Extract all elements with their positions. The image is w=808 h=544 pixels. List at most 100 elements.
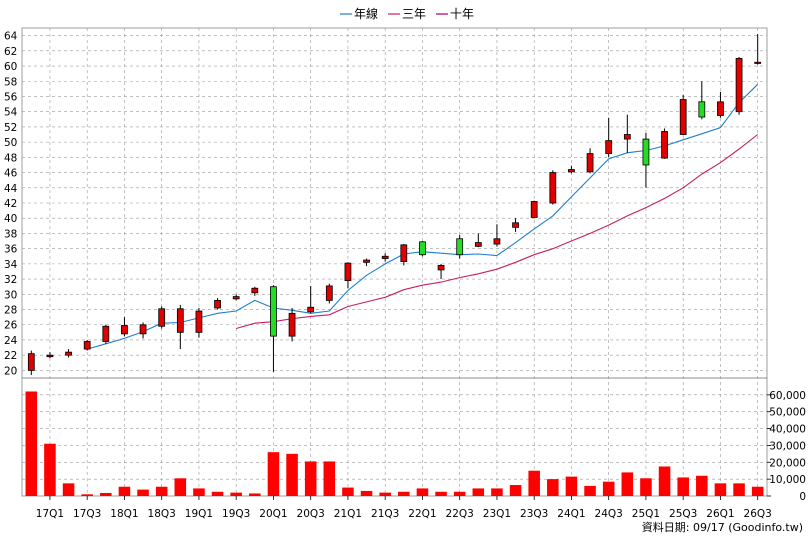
price-tick-label: 46 bbox=[4, 168, 18, 180]
price-tick-label: 22 bbox=[4, 350, 17, 362]
x-tick-label: 23Q3 bbox=[520, 508, 548, 520]
volume-bar bbox=[509, 485, 522, 496]
volume-bar bbox=[640, 478, 652, 496]
volume-tick-label: 50,000 bbox=[769, 407, 806, 419]
legend-label-2: 十年 bbox=[450, 7, 474, 21]
candle-body bbox=[139, 324, 147, 335]
price-tick-label: 48 bbox=[4, 152, 17, 164]
volume-panel-frame bbox=[21, 377, 768, 497]
volume-tick-label: 40,000 bbox=[769, 424, 806, 436]
volume-tick-label: 10,000 bbox=[769, 474, 806, 486]
volume-bar bbox=[267, 452, 280, 496]
candle-body bbox=[530, 201, 538, 218]
x-tick-label: 26Q3 bbox=[744, 508, 772, 520]
volume-bar bbox=[621, 472, 634, 496]
volume-bar bbox=[174, 478, 187, 496]
volume-bar bbox=[81, 494, 93, 496]
candle-body bbox=[46, 354, 54, 358]
candle-body bbox=[251, 287, 259, 294]
volume-bar bbox=[137, 489, 149, 496]
volume-bar bbox=[360, 490, 373, 496]
volume-bar bbox=[398, 491, 410, 496]
candle-body bbox=[325, 285, 333, 301]
volume-bar bbox=[211, 491, 224, 496]
price-tick-label: 56 bbox=[4, 91, 18, 103]
candle-body bbox=[512, 222, 519, 228]
volume-bar bbox=[118, 486, 131, 496]
price-tick-label: 34 bbox=[4, 259, 18, 271]
x-tick-label: 24Q1 bbox=[557, 508, 585, 520]
candle-body bbox=[642, 138, 650, 166]
volume-bar bbox=[658, 466, 671, 496]
volume-bar bbox=[714, 483, 727, 496]
candle-body bbox=[307, 306, 315, 313]
volume-bar bbox=[584, 485, 596, 496]
candle-body bbox=[679, 99, 687, 135]
volume-bar bbox=[751, 486, 764, 496]
volume-bar bbox=[379, 492, 391, 496]
legend-label-1: 三年 bbox=[402, 7, 426, 21]
candle-body bbox=[735, 58, 743, 113]
price-grid: 20 22 24 26 28 30 32 34 36 38 40 42 44 46 48 50 52 54 56 58… bbox=[4, 27, 768, 496]
x-tick-label: 21Q3 bbox=[371, 508, 399, 520]
candle-body bbox=[83, 341, 91, 350]
candle-body bbox=[363, 259, 370, 263]
price-tick-label: 28 bbox=[4, 305, 17, 317]
candle-body bbox=[176, 308, 184, 333]
candle-body bbox=[456, 238, 464, 256]
x-tick-label: 20Q1 bbox=[259, 508, 287, 520]
x-tick-label: 26Q1 bbox=[706, 508, 734, 520]
x-tick-label: 19Q1 bbox=[185, 508, 213, 520]
volume-bar bbox=[342, 487, 354, 496]
price-tick-label: 64 bbox=[4, 31, 18, 43]
price-tick-label: 32 bbox=[4, 274, 17, 286]
candle-body bbox=[717, 101, 724, 116]
volume-bar bbox=[677, 477, 689, 496]
footer-source: 資料日期: 09/17 (Goodinfo.tw) bbox=[642, 520, 803, 534]
candle-body bbox=[549, 172, 557, 204]
volume-bar bbox=[193, 488, 205, 496]
volume-bar bbox=[528, 470, 540, 496]
volume-tick-label: 30,000 bbox=[769, 440, 806, 452]
volume-bar bbox=[100, 492, 112, 496]
price-tick-label: 60 bbox=[4, 61, 17, 73]
volume-tick-label: 0 bbox=[799, 491, 806, 503]
price-tick-label: 24 bbox=[4, 335, 18, 347]
x-tick-label: 23Q1 bbox=[483, 508, 511, 520]
volume-bar bbox=[44, 443, 56, 496]
x-tick-label: 19Q3 bbox=[222, 508, 250, 520]
volume-grid: 0 10,000 20,000 30,000 40,000 50,000 60,000 bbox=[21, 377, 806, 503]
candle-body bbox=[493, 238, 501, 245]
price-tick-label: 62 bbox=[4, 46, 17, 58]
candle-body bbox=[195, 310, 203, 333]
volume-bar bbox=[565, 476, 578, 496]
candle-body bbox=[121, 325, 128, 335]
candle-body bbox=[605, 140, 613, 154]
price-tick-label: 36 bbox=[4, 244, 18, 256]
candle-body bbox=[214, 299, 221, 309]
candle-body bbox=[65, 351, 72, 356]
volume-bar bbox=[696, 475, 708, 496]
candle-body bbox=[419, 241, 426, 256]
price-tick-label: 54 bbox=[4, 107, 18, 119]
legend: 年線 三年 十年 bbox=[340, 6, 474, 21]
candle-body bbox=[102, 325, 110, 342]
price-tick-label: 42 bbox=[4, 198, 17, 210]
volume-bar bbox=[230, 492, 242, 496]
candle-body bbox=[698, 101, 706, 118]
three-year-line bbox=[236, 134, 759, 330]
volume-bar bbox=[416, 488, 429, 496]
candles bbox=[27, 34, 762, 375]
volume-bar bbox=[491, 488, 503, 496]
x-tick-label: 18Q1 bbox=[110, 508, 138, 520]
price-tick-label: 26 bbox=[4, 320, 18, 332]
price-tick-label: 50 bbox=[4, 137, 17, 149]
candle-body bbox=[568, 169, 575, 173]
volume-bar bbox=[304, 461, 317, 496]
volume-bar bbox=[547, 479, 559, 496]
price-tick-label: 38 bbox=[4, 228, 17, 240]
price-tick-label: 40 bbox=[4, 213, 17, 225]
volume-bar bbox=[602, 481, 615, 496]
